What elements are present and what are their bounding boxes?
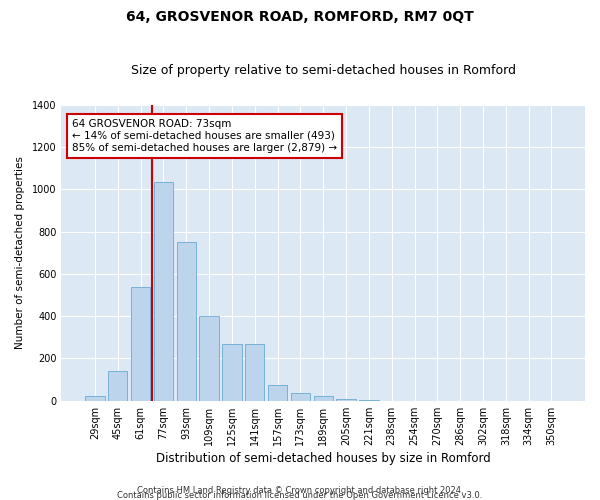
Text: 64, GROSVENOR ROAD, ROMFORD, RM7 0QT: 64, GROSVENOR ROAD, ROMFORD, RM7 0QT [126,10,474,24]
Bar [85,396,104,401]
Text: Contains HM Land Registry data © Crown copyright and database right 2024.: Contains HM Land Registry data © Crown c… [137,486,463,495]
Bar [154,182,173,401]
Bar [131,286,150,401]
Bar [268,385,287,401]
Bar [337,398,356,401]
X-axis label: Distribution of semi-detached houses by size in Romford: Distribution of semi-detached houses by … [156,452,491,465]
Bar [245,344,265,401]
Text: Contains public sector information licensed under the Open Government Licence v3: Contains public sector information licen… [118,490,482,500]
Title: Size of property relative to semi-detached houses in Romford: Size of property relative to semi-detach… [131,64,516,77]
Bar [222,344,242,401]
Bar [108,371,127,401]
Bar [199,316,219,401]
Bar [176,242,196,401]
Text: 64 GROSVENOR ROAD: 73sqm
← 14% of semi-detached houses are smaller (493)
85% of : 64 GROSVENOR ROAD: 73sqm ← 14% of semi-d… [72,120,337,152]
Bar [290,394,310,401]
Y-axis label: Number of semi-detached properties: Number of semi-detached properties [15,156,25,349]
Bar [359,400,379,401]
Bar [314,396,333,401]
